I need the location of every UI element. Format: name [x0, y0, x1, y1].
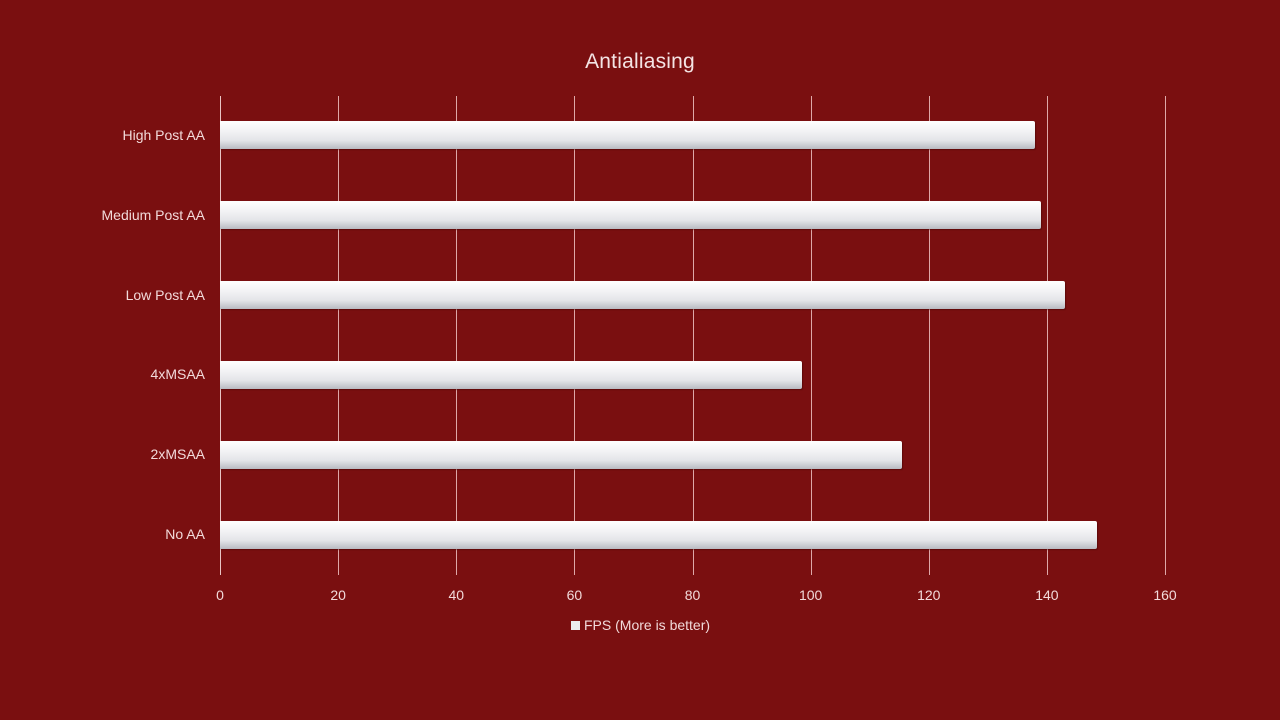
gridline: [456, 96, 458, 575]
legend-label: FPS (More is better): [584, 617, 711, 633]
bar: [220, 201, 1041, 230]
tick-label: 80: [684, 587, 701, 603]
gridline: [1165, 96, 1166, 575]
bar: [220, 281, 1065, 310]
tick-label: 100: [798, 587, 823, 603]
category-label: 4xMSAA: [150, 366, 205, 383]
plot-area: [220, 96, 1166, 575]
gridline: [692, 96, 694, 575]
category-label: No AA: [165, 526, 205, 543]
bar: [220, 360, 802, 389]
category-label: Low Post AA: [125, 286, 205, 303]
gridline: [810, 96, 812, 575]
legend-swatch-icon: [571, 620, 580, 630]
tick-label: 60: [566, 587, 583, 603]
tick-label: 160: [1153, 587, 1177, 603]
tick-label: 0: [216, 587, 224, 603]
value-axis-line: [220, 96, 221, 575]
tick-label: 120: [917, 587, 941, 603]
bar: [220, 440, 903, 469]
tick-label: 20: [330, 587, 346, 603]
bar: [220, 121, 1036, 150]
tick-label: 140: [1035, 587, 1059, 603]
tick-label: 40: [448, 587, 465, 603]
bar: [220, 520, 1098, 549]
chart-title: Antialiasing: [585, 50, 695, 73]
category-label: Medium Post AA: [101, 206, 206, 223]
category-label: High Post AA: [122, 126, 206, 143]
gridline: [928, 96, 930, 575]
category-label: 2xMSAA: [150, 446, 205, 463]
legend: FPS (More is better): [571, 617, 710, 633]
gridline: [338, 96, 340, 575]
gridline: [574, 96, 576, 575]
gridline: [1046, 96, 1048, 575]
